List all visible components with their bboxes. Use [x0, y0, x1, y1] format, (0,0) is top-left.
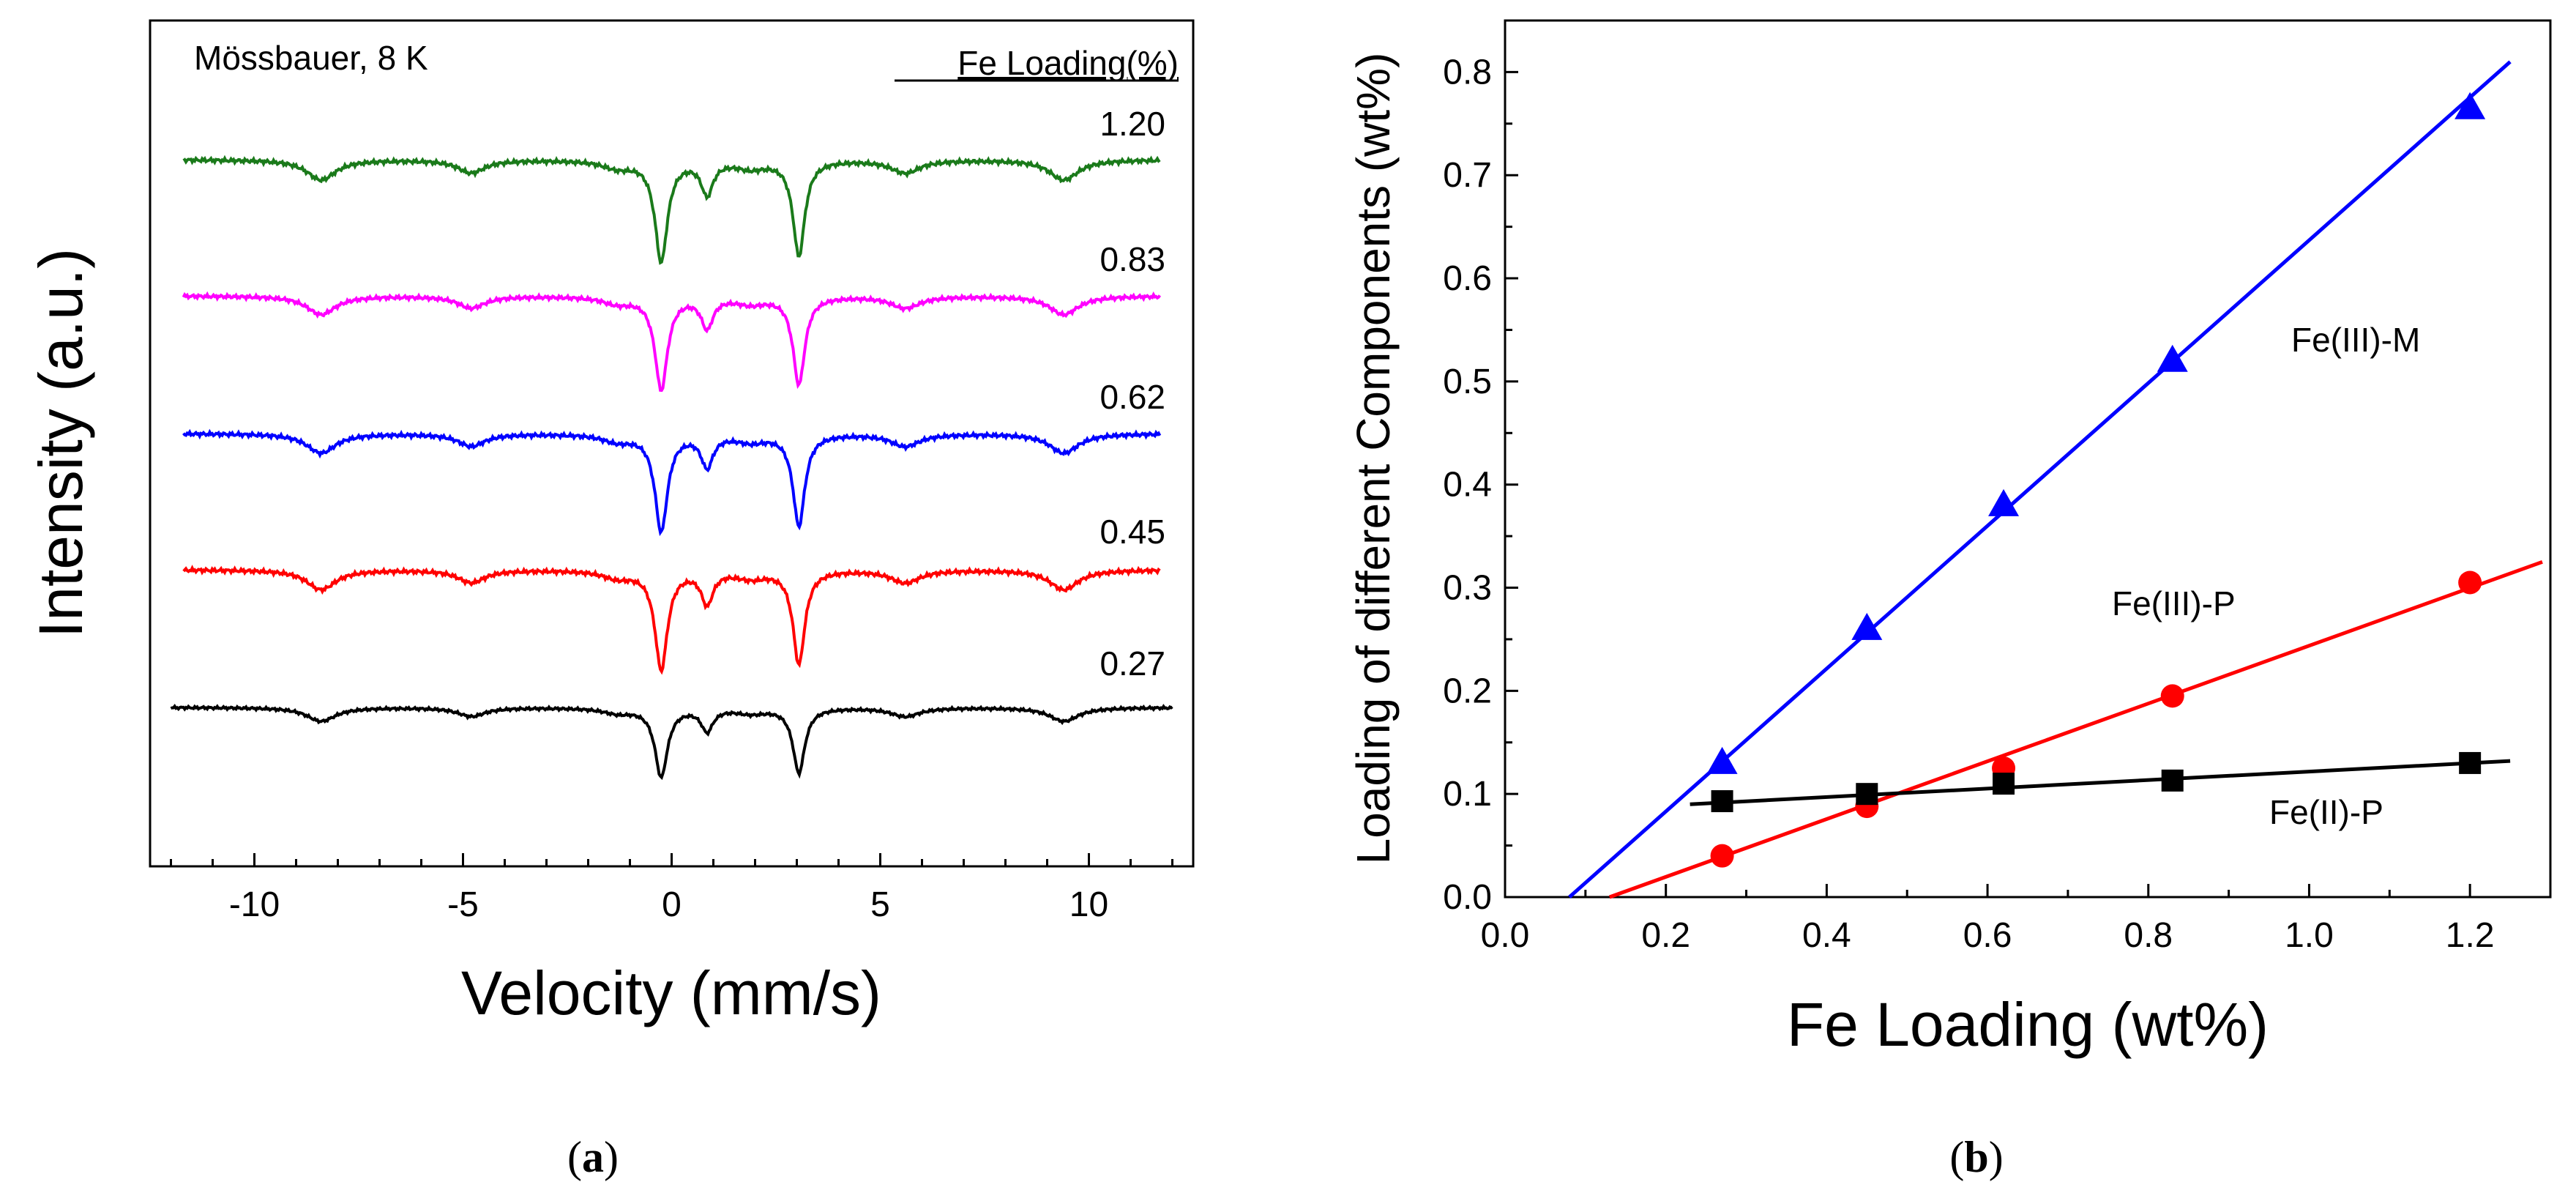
- b-y-tick-label: 0.1: [1443, 775, 1492, 814]
- marker-square: [1856, 783, 1878, 806]
- a-x-tick-label: 5: [870, 885, 890, 924]
- marker-square: [1711, 790, 1733, 813]
- spectrum-label: 0.45: [1100, 513, 1165, 551]
- a-x-tick-label: -10: [229, 885, 280, 924]
- spectrum-curve-0.45: [182, 565, 1161, 675]
- panel-a-letter: a: [582, 1133, 604, 1181]
- b-x-tick-label: 0.0: [1481, 916, 1530, 955]
- marker-triangle: [2454, 92, 2486, 119]
- b-y-tick-label: 0.4: [1443, 466, 1492, 505]
- b-y-tick-label: 0.3: [1443, 569, 1492, 608]
- panel-b-y-axis-label: Loading of different Components (wt%): [1347, 53, 1400, 865]
- b-y-tick-label: 0.5: [1443, 362, 1492, 401]
- panel-b-component-loading: 0.0 0.2 0.4 0.6 0.8 1.0 1.2 0.0 0.1 0.2 0.3 0.4 0.5 0…: [1347, 19, 2552, 1181]
- panel-a-x-ticks: -10 -5 0 5 10: [170, 853, 1173, 924]
- marker-triangle: [1706, 746, 1738, 774]
- spectrum-label: 0.83: [1100, 240, 1165, 278]
- panel-a-mossbauer-spectra: Mössbauer, 8 K Fe Loading(%) -10 -5 0 5 10 1…: [26, 19, 1195, 1181]
- marker-circle: [2160, 684, 2184, 708]
- series-label: Fe(III)-M: [2291, 321, 2420, 359]
- panel-a-y-axis-label: Intensity (a.u.): [26, 248, 95, 638]
- panel-b-series-labels: Fe(III)-M Fe(III)-P Fe(II)-P: [2112, 321, 2420, 831]
- panel-a-series-labels: 1.20 0.83 0.62 0.45 0.27: [1100, 105, 1165, 683]
- spectrum-curve-1.20: [182, 155, 1161, 265]
- panel-a-legend-title: Fe Loading(%): [957, 44, 1179, 82]
- marker-circle: [2458, 570, 2482, 595]
- b-y-tick-label: 0.6: [1443, 259, 1492, 298]
- b-y-tick-label: 0.7: [1443, 156, 1492, 195]
- marker-triangle: [1851, 612, 1883, 640]
- series-label: Fe(II)-P: [2269, 793, 2383, 831]
- panel-b-data-markers: [1706, 92, 2486, 868]
- fit-line-Fe(III)-P: [1608, 559, 2543, 899]
- a-x-tick-label: 0: [662, 885, 682, 924]
- spectrum-label: 1.20: [1100, 105, 1165, 143]
- panel-a-label: (a): [567, 1133, 619, 1181]
- marker-circle: [1710, 844, 1734, 868]
- panel-b-plot-frame: [1504, 19, 2552, 899]
- b-x-tick-label: 0.6: [1963, 916, 2012, 955]
- panel-a-plot-frame: [149, 19, 1195, 868]
- spectrum-label: 0.27: [1100, 644, 1165, 683]
- marker-triangle: [2157, 344, 2188, 372]
- a-x-tick-label: -5: [447, 885, 479, 924]
- b-y-tick-label: 0.2: [1443, 672, 1492, 710]
- panel-b-letter: b: [1964, 1133, 1988, 1181]
- b-x-tick-label: 1.0: [2285, 916, 2334, 955]
- marker-square: [1993, 773, 2015, 795]
- panel-a-x-axis-label: Velocity (mm/s): [461, 959, 881, 1027]
- panel-b-ticks: 0.0 0.2 0.4 0.6 0.8 1.0 1.2 0.0 0.1 0.2 0.3 0.4 0.5 0…: [1443, 19, 2552, 955]
- panel-b-label: (b): [1949, 1133, 2003, 1181]
- a-x-tick-label: 10: [1069, 885, 1108, 924]
- spectrum-curve-0.83: [182, 291, 1162, 393]
- b-x-tick-label: 0.4: [1802, 916, 1851, 955]
- b-y-tick-label: 0.8: [1443, 53, 1492, 92]
- series-label: Fe(III)-P: [2112, 584, 2236, 622]
- b-x-tick-label: 1.2: [2446, 916, 2495, 955]
- b-x-tick-label: 0.8: [2124, 916, 2173, 955]
- marker-square: [2459, 751, 2482, 774]
- panel-a-annotation: Mössbauer, 8 K: [194, 39, 428, 77]
- spectrum-label: 0.62: [1100, 378, 1165, 416]
- b-y-tick-label: 0.0: [1443, 878, 1492, 917]
- panel-b-x-axis-label: Fe Loading (wt%): [1787, 990, 2269, 1059]
- marker-square: [2161, 769, 2184, 792]
- panel-a-spectra: [170, 155, 1173, 781]
- fit-line-Fe(II)-P: [1690, 759, 2511, 806]
- spectrum-curve-0.62: [182, 428, 1162, 537]
- b-x-tick-label: 0.2: [1641, 916, 1690, 955]
- spectrum-curve-0.27: [170, 703, 1173, 781]
- marker-triangle: [1988, 488, 2020, 516]
